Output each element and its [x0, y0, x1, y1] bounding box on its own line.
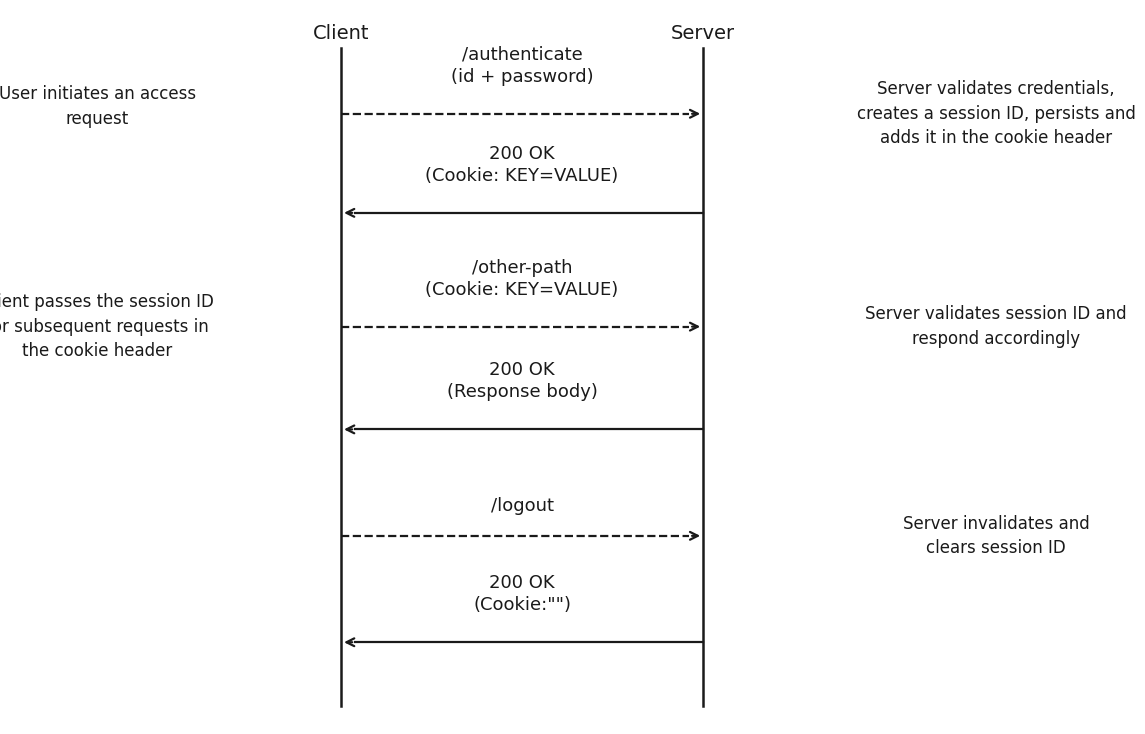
Text: 200 OK
(Cookie:""): 200 OK (Cookie:"")	[473, 574, 571, 614]
Text: /logout: /logout	[490, 497, 554, 515]
Text: 200 OK
(Response body): 200 OK (Response body)	[447, 361, 598, 401]
Text: Server: Server	[671, 23, 735, 43]
Text: User initiates an access
request: User initiates an access request	[0, 85, 196, 128]
Text: Server validates credentials,
creates a session ID, persists and
adds it in the : Server validates credentials, creates a …	[856, 81, 1136, 147]
Text: /authenticate
(id + password): /authenticate (id + password)	[451, 46, 593, 86]
Text: 200 OK
(Cookie: KEY=VALUE): 200 OK (Cookie: KEY=VALUE)	[426, 145, 618, 185]
Text: Client: Client	[313, 23, 370, 43]
Text: Client passes the session ID
for subsequent requests in
the cookie header: Client passes the session ID for subsequ…	[0, 294, 214, 360]
Text: /other-path
(Cookie: KEY=VALUE): /other-path (Cookie: KEY=VALUE)	[426, 258, 618, 299]
Text: Server invalidates and
clears session ID: Server invalidates and clears session ID	[902, 515, 1090, 557]
Text: Server validates session ID and
respond accordingly: Server validates session ID and respond …	[866, 305, 1127, 348]
